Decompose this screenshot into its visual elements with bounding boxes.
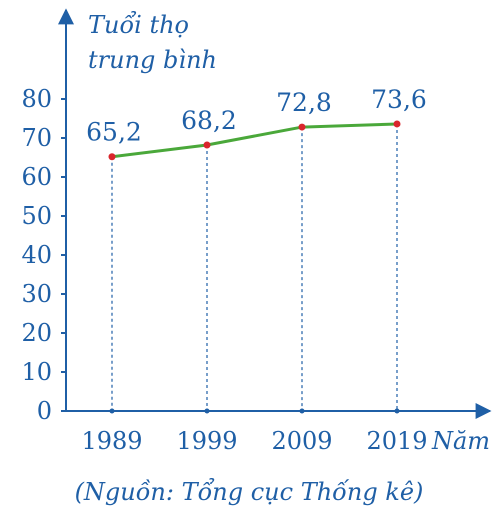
data-point bbox=[203, 141, 211, 149]
guide-lines bbox=[111, 123, 398, 411]
y-tick-label: 60 bbox=[21, 163, 52, 191]
data-label: 68,2 bbox=[181, 106, 237, 135]
y-tick-label: 70 bbox=[21, 124, 52, 152]
y-tick-label: 50 bbox=[21, 202, 52, 230]
x-tick-label: 2009 bbox=[271, 427, 332, 455]
y-tick-label: 10 bbox=[21, 358, 52, 386]
x-tick-label: 1989 bbox=[81, 427, 142, 455]
y-axis-title-line1: Tuổi thọ bbox=[88, 10, 189, 39]
y-tick-label: 0 bbox=[37, 397, 52, 425]
x-tick-label: 2019 bbox=[366, 427, 427, 455]
data-point bbox=[298, 123, 306, 131]
data-point bbox=[108, 153, 116, 161]
y-tick-label: 80 bbox=[21, 85, 52, 113]
x-tick-label: 1999 bbox=[176, 427, 237, 455]
y-tick-label: 40 bbox=[21, 241, 52, 269]
data-label: 65,2 bbox=[86, 118, 142, 147]
series-line bbox=[111, 122, 398, 159]
x-axis-title: Năm bbox=[431, 427, 490, 455]
y-tick-label: 20 bbox=[21, 319, 52, 347]
value-labels: 65,2 68,2 72,8 73,6 bbox=[86, 85, 427, 147]
data-points bbox=[108, 120, 401, 161]
y-axis-title-line2: trung bình bbox=[88, 46, 217, 74]
source-note: (Nguồn: Tổng cục Thống kê) bbox=[75, 477, 424, 506]
x-tick-mark bbox=[394, 408, 400, 414]
data-point bbox=[393, 120, 401, 128]
data-label: 72,8 bbox=[276, 88, 332, 117]
x-ticks: 1989 1999 2009 2019 bbox=[81, 408, 428, 455]
y-tick-label: 30 bbox=[21, 280, 52, 308]
y-ticks: 0 10 20 30 40 50 60 70 80 bbox=[21, 85, 66, 425]
data-label: 73,6 bbox=[371, 85, 427, 114]
